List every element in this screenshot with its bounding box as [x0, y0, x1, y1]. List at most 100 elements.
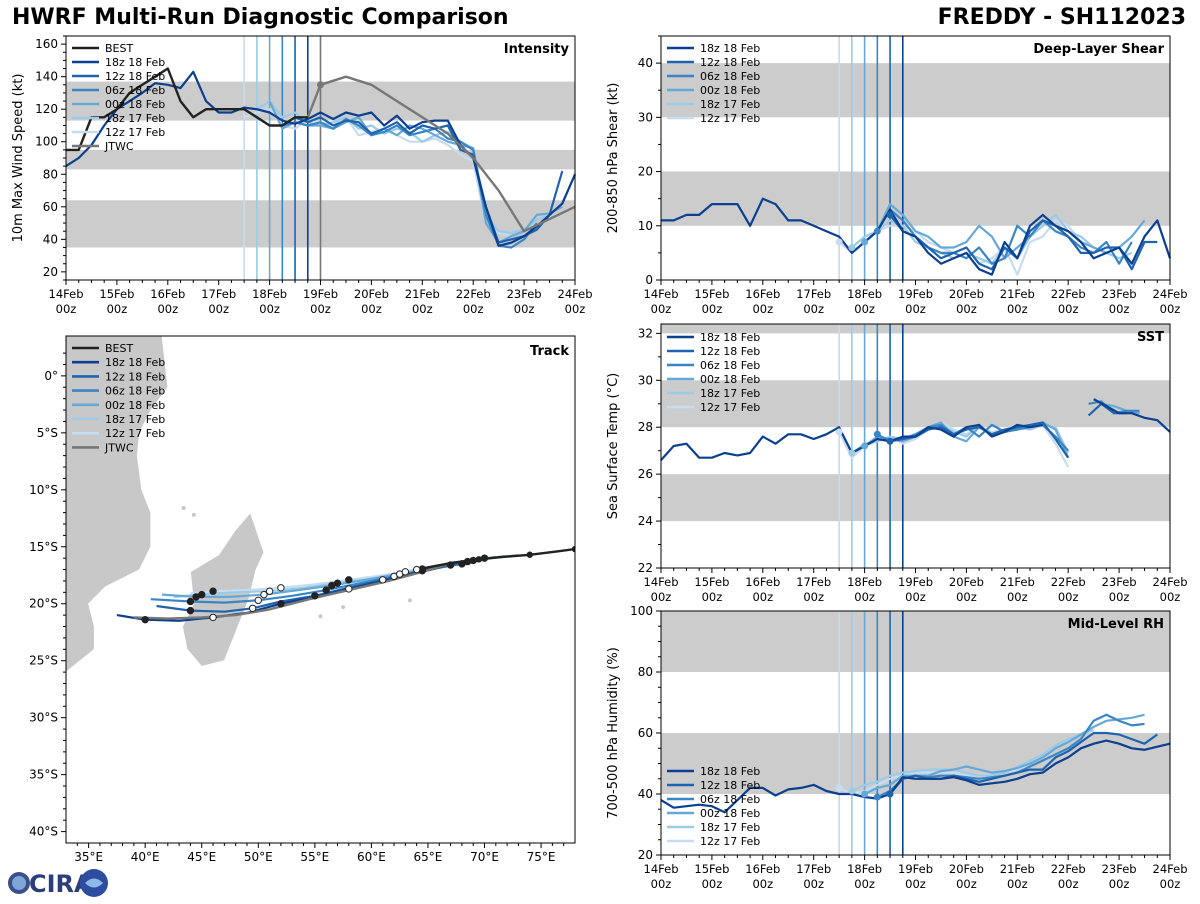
track-xtick-label: 70°E [470, 850, 499, 864]
track-ytick-label: 0° [44, 369, 58, 383]
sst-xtick-label: 17Feb [796, 575, 831, 589]
shear-legend-label: 00z 18 Feb [700, 84, 760, 97]
rh-legend-label: 18z 18 Feb [700, 765, 760, 778]
shear-ytick-label: 10 [638, 219, 653, 233]
shear-xtick-sublabel: 00z [702, 302, 723, 316]
shear-init-marker [886, 211, 894, 219]
track-ytick-label: 30°S [29, 711, 58, 725]
rh-init-marker [848, 787, 856, 795]
track-ytick-label: 25°S [29, 654, 58, 668]
sst-init-marker [861, 442, 869, 450]
sst-ylabel: Sea Surface Temp (°C) [606, 373, 621, 520]
shear-legend-label: 18z 18 Feb [700, 42, 760, 55]
shear-xtick-label: 19Feb [898, 287, 933, 301]
shear-series-line [661, 197, 1172, 276]
intensity-xtick-label: 15Feb [99, 287, 134, 301]
intensity-xtick-sublabel: 00z [56, 302, 77, 316]
track-marker [345, 576, 353, 584]
track-marker-best [571, 545, 575, 553]
track-marker [265, 587, 274, 595]
track-ytick-label: 5°S [37, 426, 58, 440]
shear-legend-label: 06z 18 Feb [700, 70, 760, 83]
track-line [133, 561, 454, 620]
shear-xtick-sublabel: 00z [651, 302, 672, 316]
shear-xtick-label: 20Feb [949, 287, 984, 301]
sst-series-line [889, 421, 1070, 459]
track-ytick-label: 10°S [29, 483, 58, 497]
sst-xtick-label: 24Feb [1153, 575, 1188, 589]
intensity-ytick-label: 140 [35, 70, 58, 84]
shear-xtick-sublabel: 00z [854, 302, 875, 316]
track-xtick-label: 65°E [414, 850, 443, 864]
sst-xtick-label: 23Feb [1102, 575, 1137, 589]
shear-legend-label: 12z 18 Feb [700, 56, 760, 69]
sst-xtick-label: 21Feb [1000, 575, 1035, 589]
shear-xtick-label: 24Feb [1153, 287, 1188, 301]
intensity-ytick-label: 120 [35, 102, 58, 116]
island-landmass [407, 598, 412, 603]
track-marker [412, 565, 421, 574]
sst-series-line [1093, 398, 1171, 433]
track-ytick-label: 15°S [29, 540, 58, 554]
track-marker [198, 590, 206, 599]
track-marker [209, 587, 217, 595]
shear-xtick-label: 14Feb [644, 287, 679, 301]
sst-xtick-sublabel: 00z [1109, 590, 1130, 604]
sst-xtick-label: 15Feb [694, 575, 729, 589]
shear-panel: 01020304014Feb00z15Feb00z16Feb00z17Feb00… [606, 35, 1188, 316]
rh-band [661, 733, 1170, 794]
storm-id: FREDDY - SH112023 [937, 5, 1186, 30]
track-frame [65, 335, 576, 844]
rh-init-marker [861, 790, 869, 798]
intensity-panel: 2040608010012014016014Feb00z15Feb00z16Fe… [11, 35, 593, 316]
shear-init-marker [873, 227, 881, 235]
intensity-series-line [268, 100, 563, 244]
track-xtick-label: 45°E [187, 850, 216, 864]
track-marker [446, 561, 455, 569]
island-landmass [191, 512, 196, 517]
shear-title: Deep-Layer Shear [1033, 42, 1164, 57]
rh-xtick-label: 23Feb [1102, 862, 1137, 876]
intensity-legend-label: JTWC [104, 140, 134, 153]
track-marker [186, 597, 195, 606]
rh-ytick-label: 40 [638, 787, 653, 801]
track-ytick-label: 20°S [29, 597, 58, 611]
track-xtick-label: 75°E [527, 850, 556, 864]
intensity-xtick-label: 23Feb [507, 287, 542, 301]
cira-logo-graphic: CIRA [8, 869, 108, 898]
sst-ytick-label: 26 [638, 467, 653, 481]
rh-legend-label: 12z 18 Feb [700, 779, 760, 792]
sst-ytick-label: 32 [638, 326, 653, 340]
track-title: Track [530, 344, 569, 359]
track-legend-label: 06z 18 Feb [105, 385, 165, 398]
intensity-ytick-label: 160 [35, 37, 58, 51]
rh-xtick-sublabel: 00z [1109, 877, 1130, 891]
intensity-xtick-sublabel: 00z [310, 302, 331, 316]
sst-xtick-label: 22Feb [1051, 575, 1086, 589]
track-ytick-label: 35°S [29, 768, 58, 782]
sst-ytick-label: 22 [638, 561, 653, 575]
rh-xtick-label: 18Feb [847, 862, 882, 876]
intensity-xtick-label: 21Feb [405, 287, 440, 301]
rh-series-line [851, 728, 1095, 792]
rh-xtick-sublabel: 00z [1160, 877, 1181, 891]
rh-init-marker [873, 793, 881, 801]
shear-init-marker [861, 238, 869, 246]
intensity-xtick-sublabel: 00z [157, 302, 178, 316]
track-legend-label: 18z 17 Feb [105, 413, 165, 426]
intensity-ytick-label: 20 [43, 265, 58, 279]
intensity-series-line [306, 75, 576, 233]
sst-band [661, 324, 1170, 334]
track-legend-label: 00z 18 Feb [105, 399, 165, 412]
shear-ytick-label: 20 [638, 165, 653, 179]
rh-ylabel: 700-500 hPa Humidity (%) [606, 647, 621, 819]
rh-xtick-sublabel: 00z [854, 877, 875, 891]
track-marker [277, 584, 285, 592]
rh-xtick-label: 19Feb [898, 862, 933, 876]
track-marker [277, 600, 285, 608]
track-marker [333, 579, 342, 587]
sst-xtick-label: 14Feb [644, 575, 679, 589]
track-marker [248, 604, 257, 612]
shear-ytick-label: 40 [638, 56, 653, 70]
sst-init-marker [848, 449, 856, 457]
